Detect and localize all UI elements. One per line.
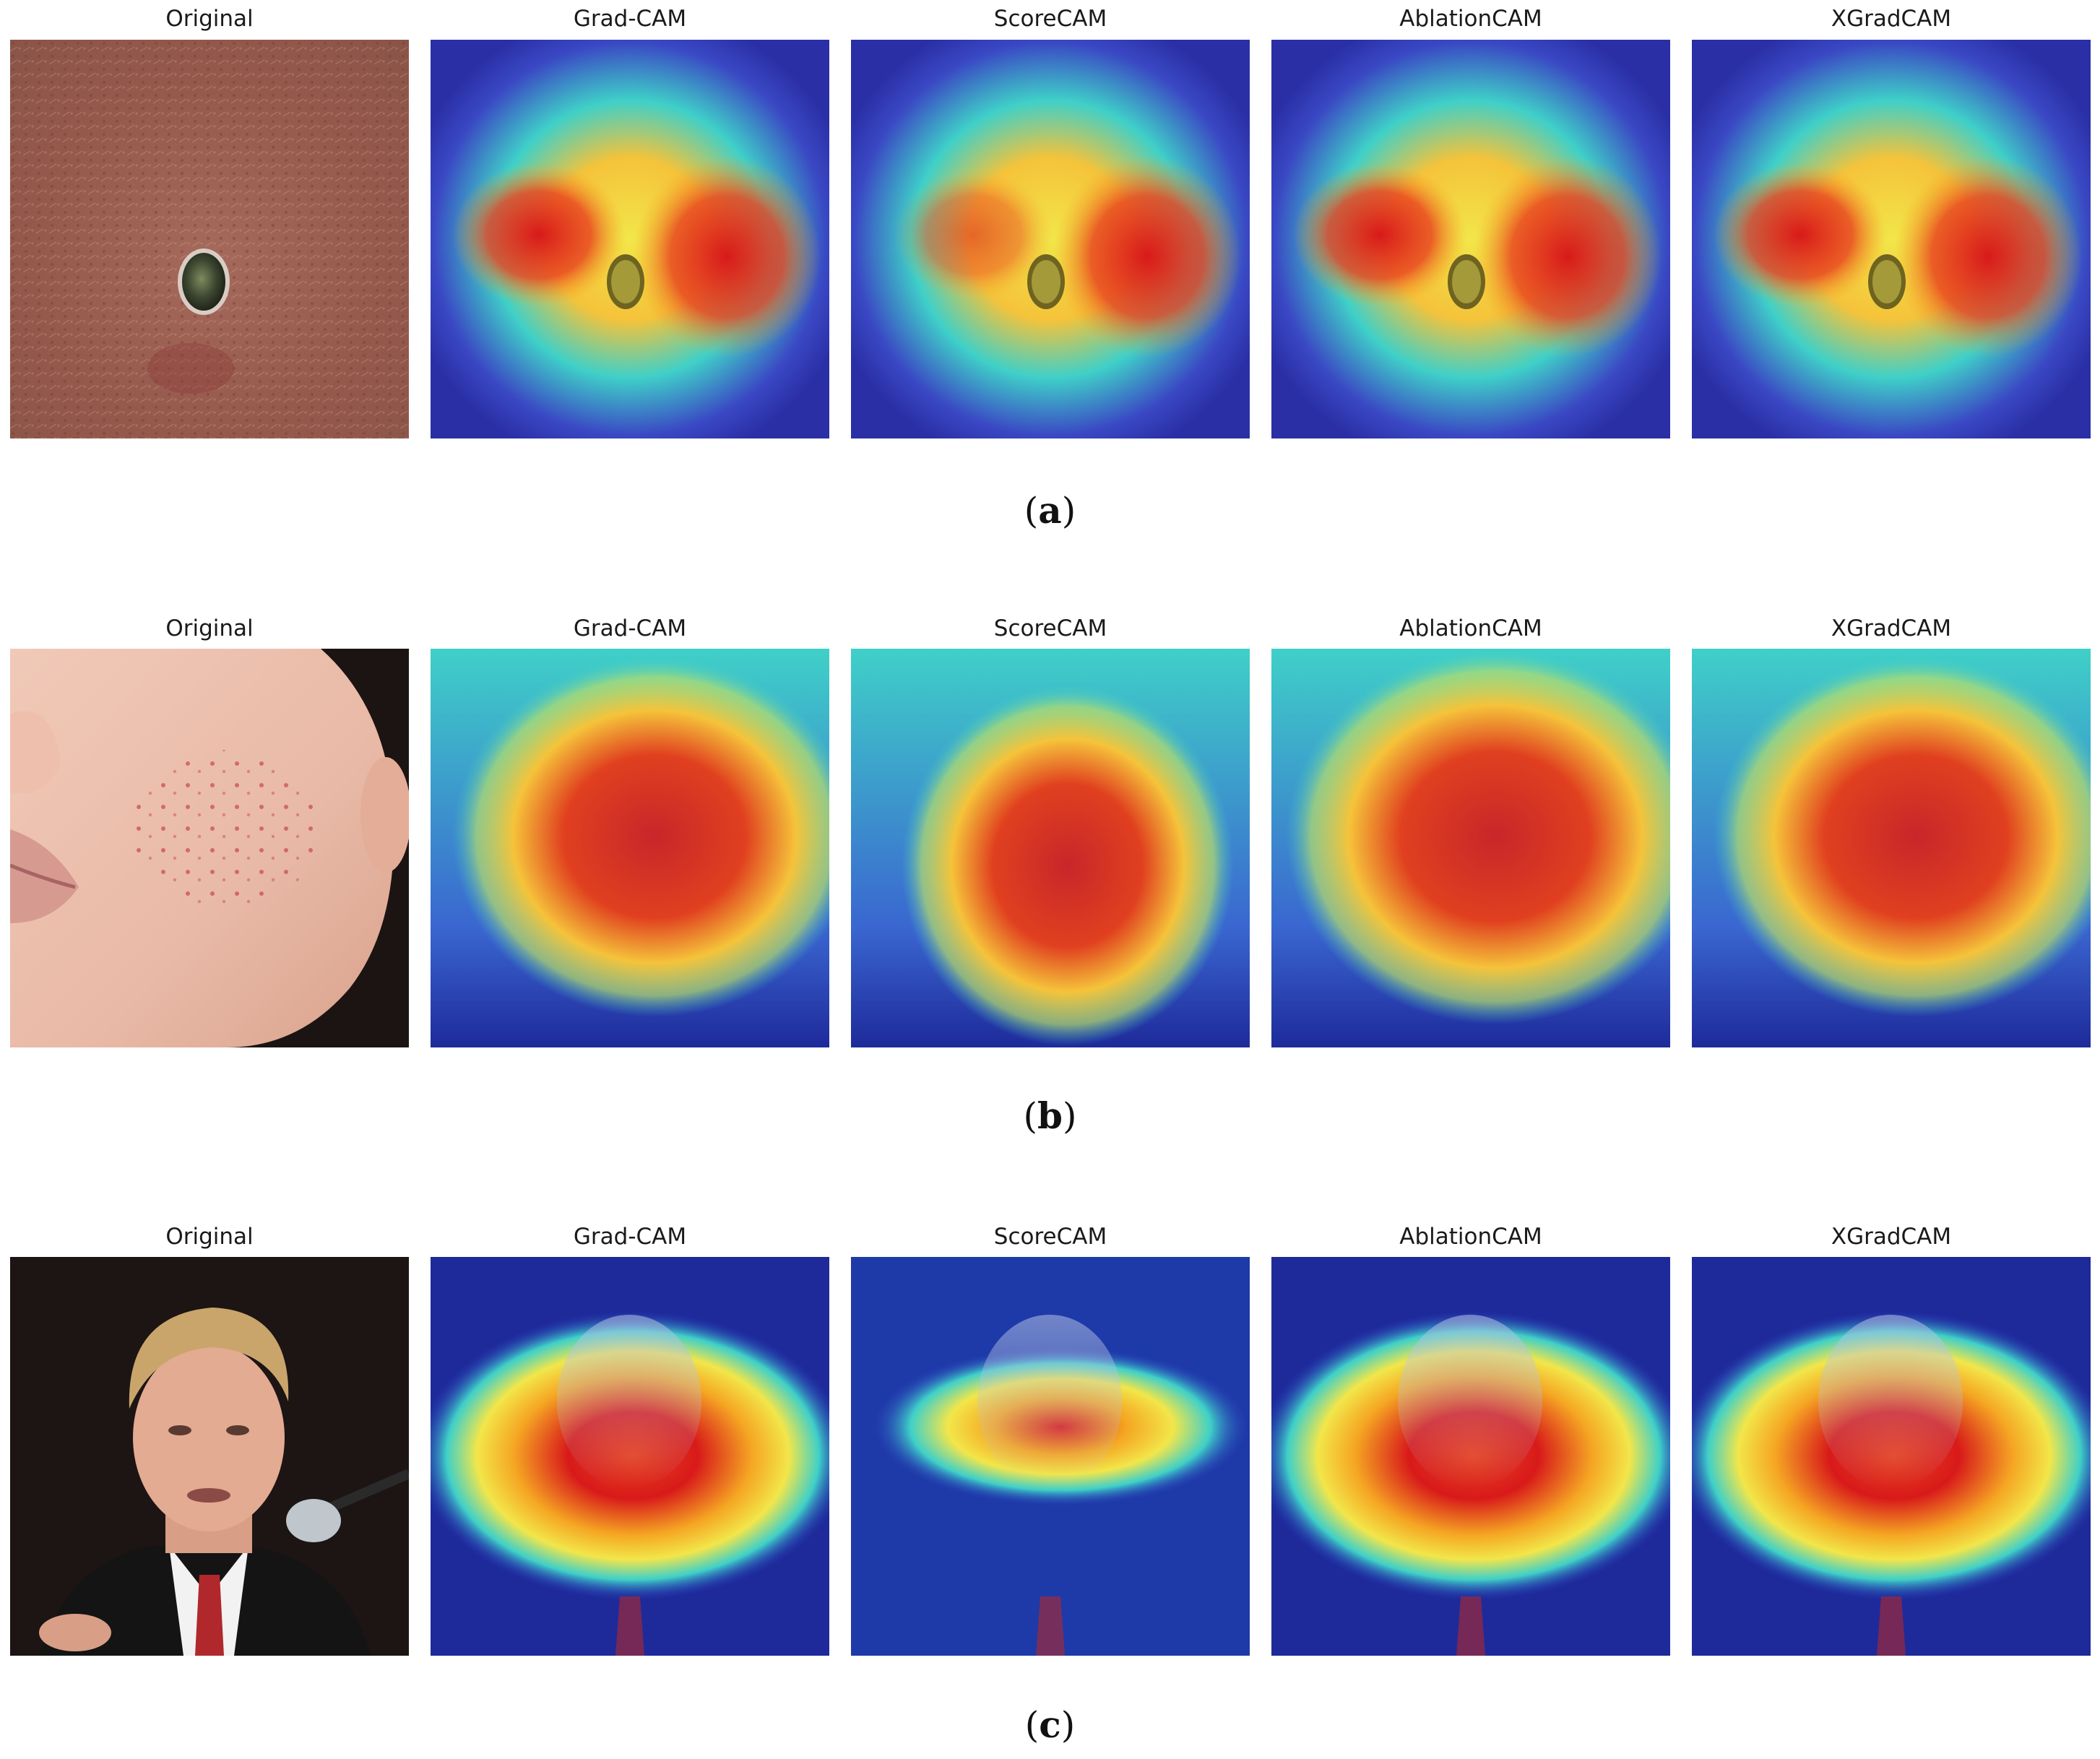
subfigure-caption-c: (c): [1024, 1703, 1076, 1746]
heatmap-panel: [431, 40, 829, 438]
heatmap-panel: [431, 1257, 829, 1656]
panel-title: XGradCAM: [1831, 6, 1952, 32]
panel-title: ScoreCAM: [993, 615, 1107, 641]
heatmap-overlay: [431, 649, 829, 1047]
heatmap-overlay: [851, 1257, 1250, 1656]
heatmap-overlay: [851, 649, 1250, 1047]
panel-title: ScoreCAM: [993, 6, 1107, 32]
original-image-panel: [10, 649, 409, 1047]
heatmap-panel: [1692, 1257, 2091, 1656]
subfigure-caption-b: (b): [1023, 1094, 1077, 1137]
subfigure-label: b: [1037, 1094, 1063, 1137]
heatmap-panel: [431, 649, 829, 1047]
heatmap-panel: [1692, 649, 2091, 1047]
heatmap-overlay: [1271, 649, 1670, 1047]
original-image-panel: [10, 1257, 409, 1656]
subfigure-label: a: [1038, 489, 1062, 532]
skin-lesion-image: [10, 40, 409, 438]
heatmap-overlay: [1692, 649, 2091, 1047]
panel-title: AblationCAM: [1399, 6, 1542, 32]
panel-title: Original: [165, 6, 254, 32]
panel-title: ScoreCAM: [993, 1224, 1107, 1250]
heatmap-overlay: [1271, 1257, 1670, 1656]
heatmap-panel: [1692, 40, 2091, 438]
panel-title: Grad-CAM: [573, 1224, 687, 1250]
original-image-panel: [10, 40, 409, 438]
subfigure-label: c: [1039, 1703, 1061, 1746]
heatmap-panel: [851, 1257, 1250, 1656]
heatmap-panel: [1271, 1257, 1670, 1656]
heatmap-overlay: [431, 1257, 829, 1656]
panel-title: AblationCAM: [1399, 1224, 1542, 1250]
panel-title: Grad-CAM: [573, 6, 687, 32]
heatmap-panel: [851, 649, 1250, 1047]
acne-cheek-image: [10, 649, 409, 1047]
heatmap-overlay: [431, 40, 829, 438]
panel-title: Original: [165, 1224, 254, 1250]
heatmap-panel: [851, 40, 1250, 438]
panel-title: XGradCAM: [1831, 615, 1952, 641]
heatmap-panel: [1271, 40, 1670, 438]
subfigure-caption-a: (a): [1024, 489, 1076, 532]
panel-title: Original: [165, 615, 254, 641]
face-portrait-image: [10, 1257, 409, 1656]
heatmap-panel: [1271, 649, 1670, 1047]
heatmap-overlay: [851, 40, 1250, 438]
panel-title: Grad-CAM: [573, 615, 687, 641]
heatmap-overlay: [1692, 40, 2091, 438]
panel-title: AblationCAM: [1399, 615, 1542, 641]
heatmap-overlay: [1271, 40, 1670, 438]
heatmap-overlay: [1692, 1257, 2091, 1656]
panel-title: XGradCAM: [1831, 1224, 1952, 1250]
